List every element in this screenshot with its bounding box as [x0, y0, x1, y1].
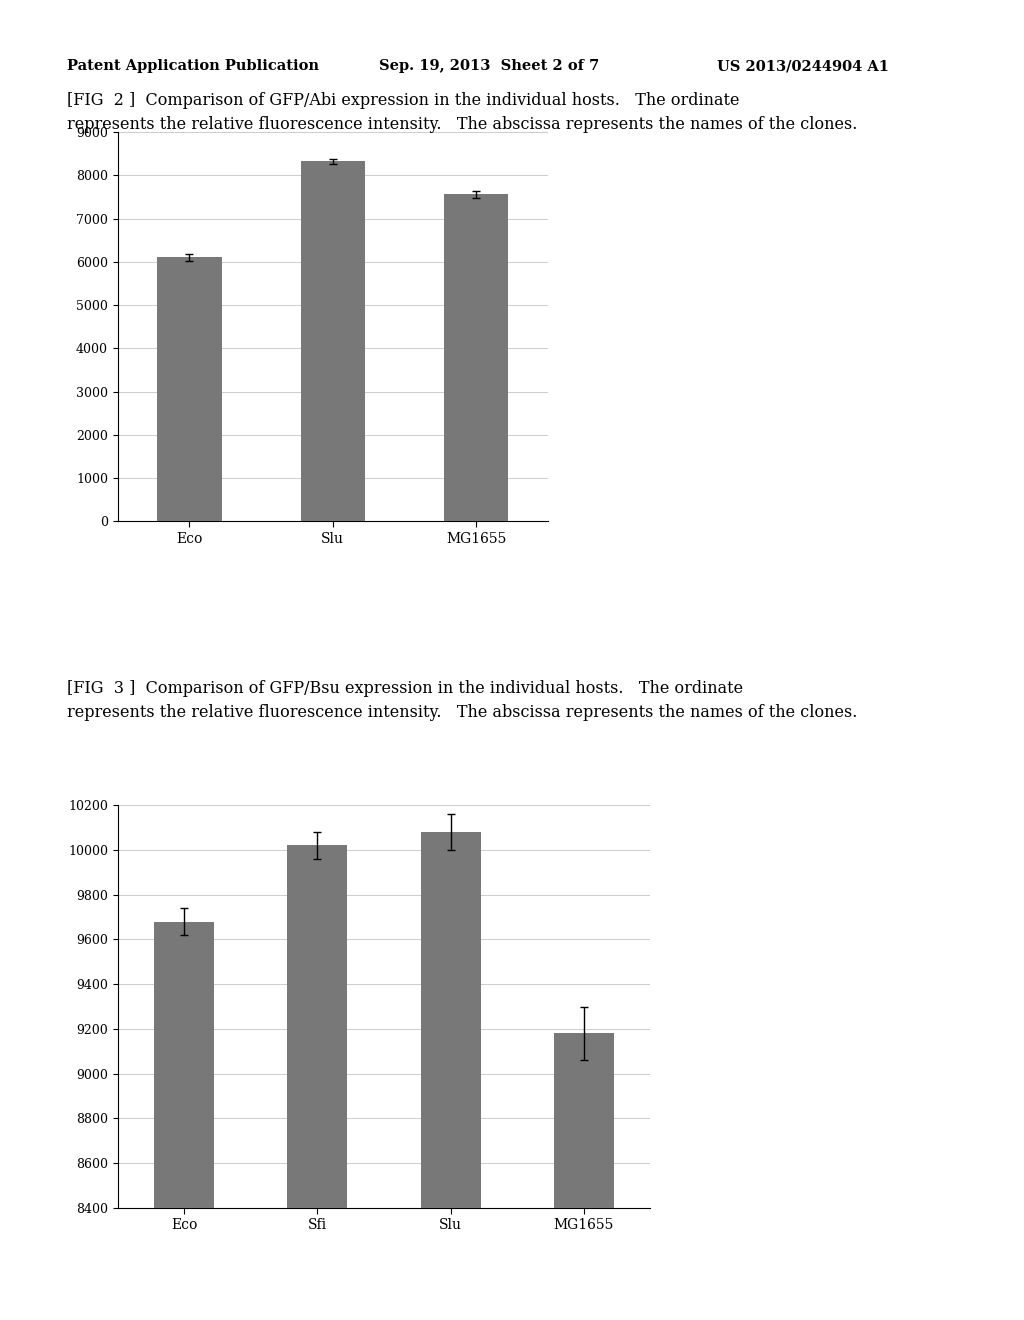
Bar — [155, 921, 214, 1320]
Bar — [158, 257, 222, 521]
Bar — [554, 1034, 613, 1320]
Bar — [288, 846, 347, 1320]
Text: Patent Application Publication: Patent Application Publication — [67, 59, 318, 74]
Text: represents the relative fluorescence intensity.   The abscissa represents the na: represents the relative fluorescence int… — [67, 116, 857, 133]
Text: Sep. 19, 2013  Sheet 2 of 7: Sep. 19, 2013 Sheet 2 of 7 — [379, 59, 599, 74]
Text: [FIG  2 ]  Comparison of GFP/Abi expression in the individual hosts.   The ordin: [FIG 2 ] Comparison of GFP/Abi expressio… — [67, 92, 739, 110]
Text: US 2013/0244904 A1: US 2013/0244904 A1 — [717, 59, 889, 74]
Text: represents the relative fluorescence intensity.   The abscissa represents the na: represents the relative fluorescence int… — [67, 704, 857, 721]
Bar — [421, 832, 480, 1320]
Bar — [301, 161, 365, 521]
Bar — [444, 194, 509, 521]
Text: [FIG  3 ]  Comparison of GFP/Bsu expression in the individual hosts.   The ordin: [FIG 3 ] Comparison of GFP/Bsu expressio… — [67, 680, 742, 697]
